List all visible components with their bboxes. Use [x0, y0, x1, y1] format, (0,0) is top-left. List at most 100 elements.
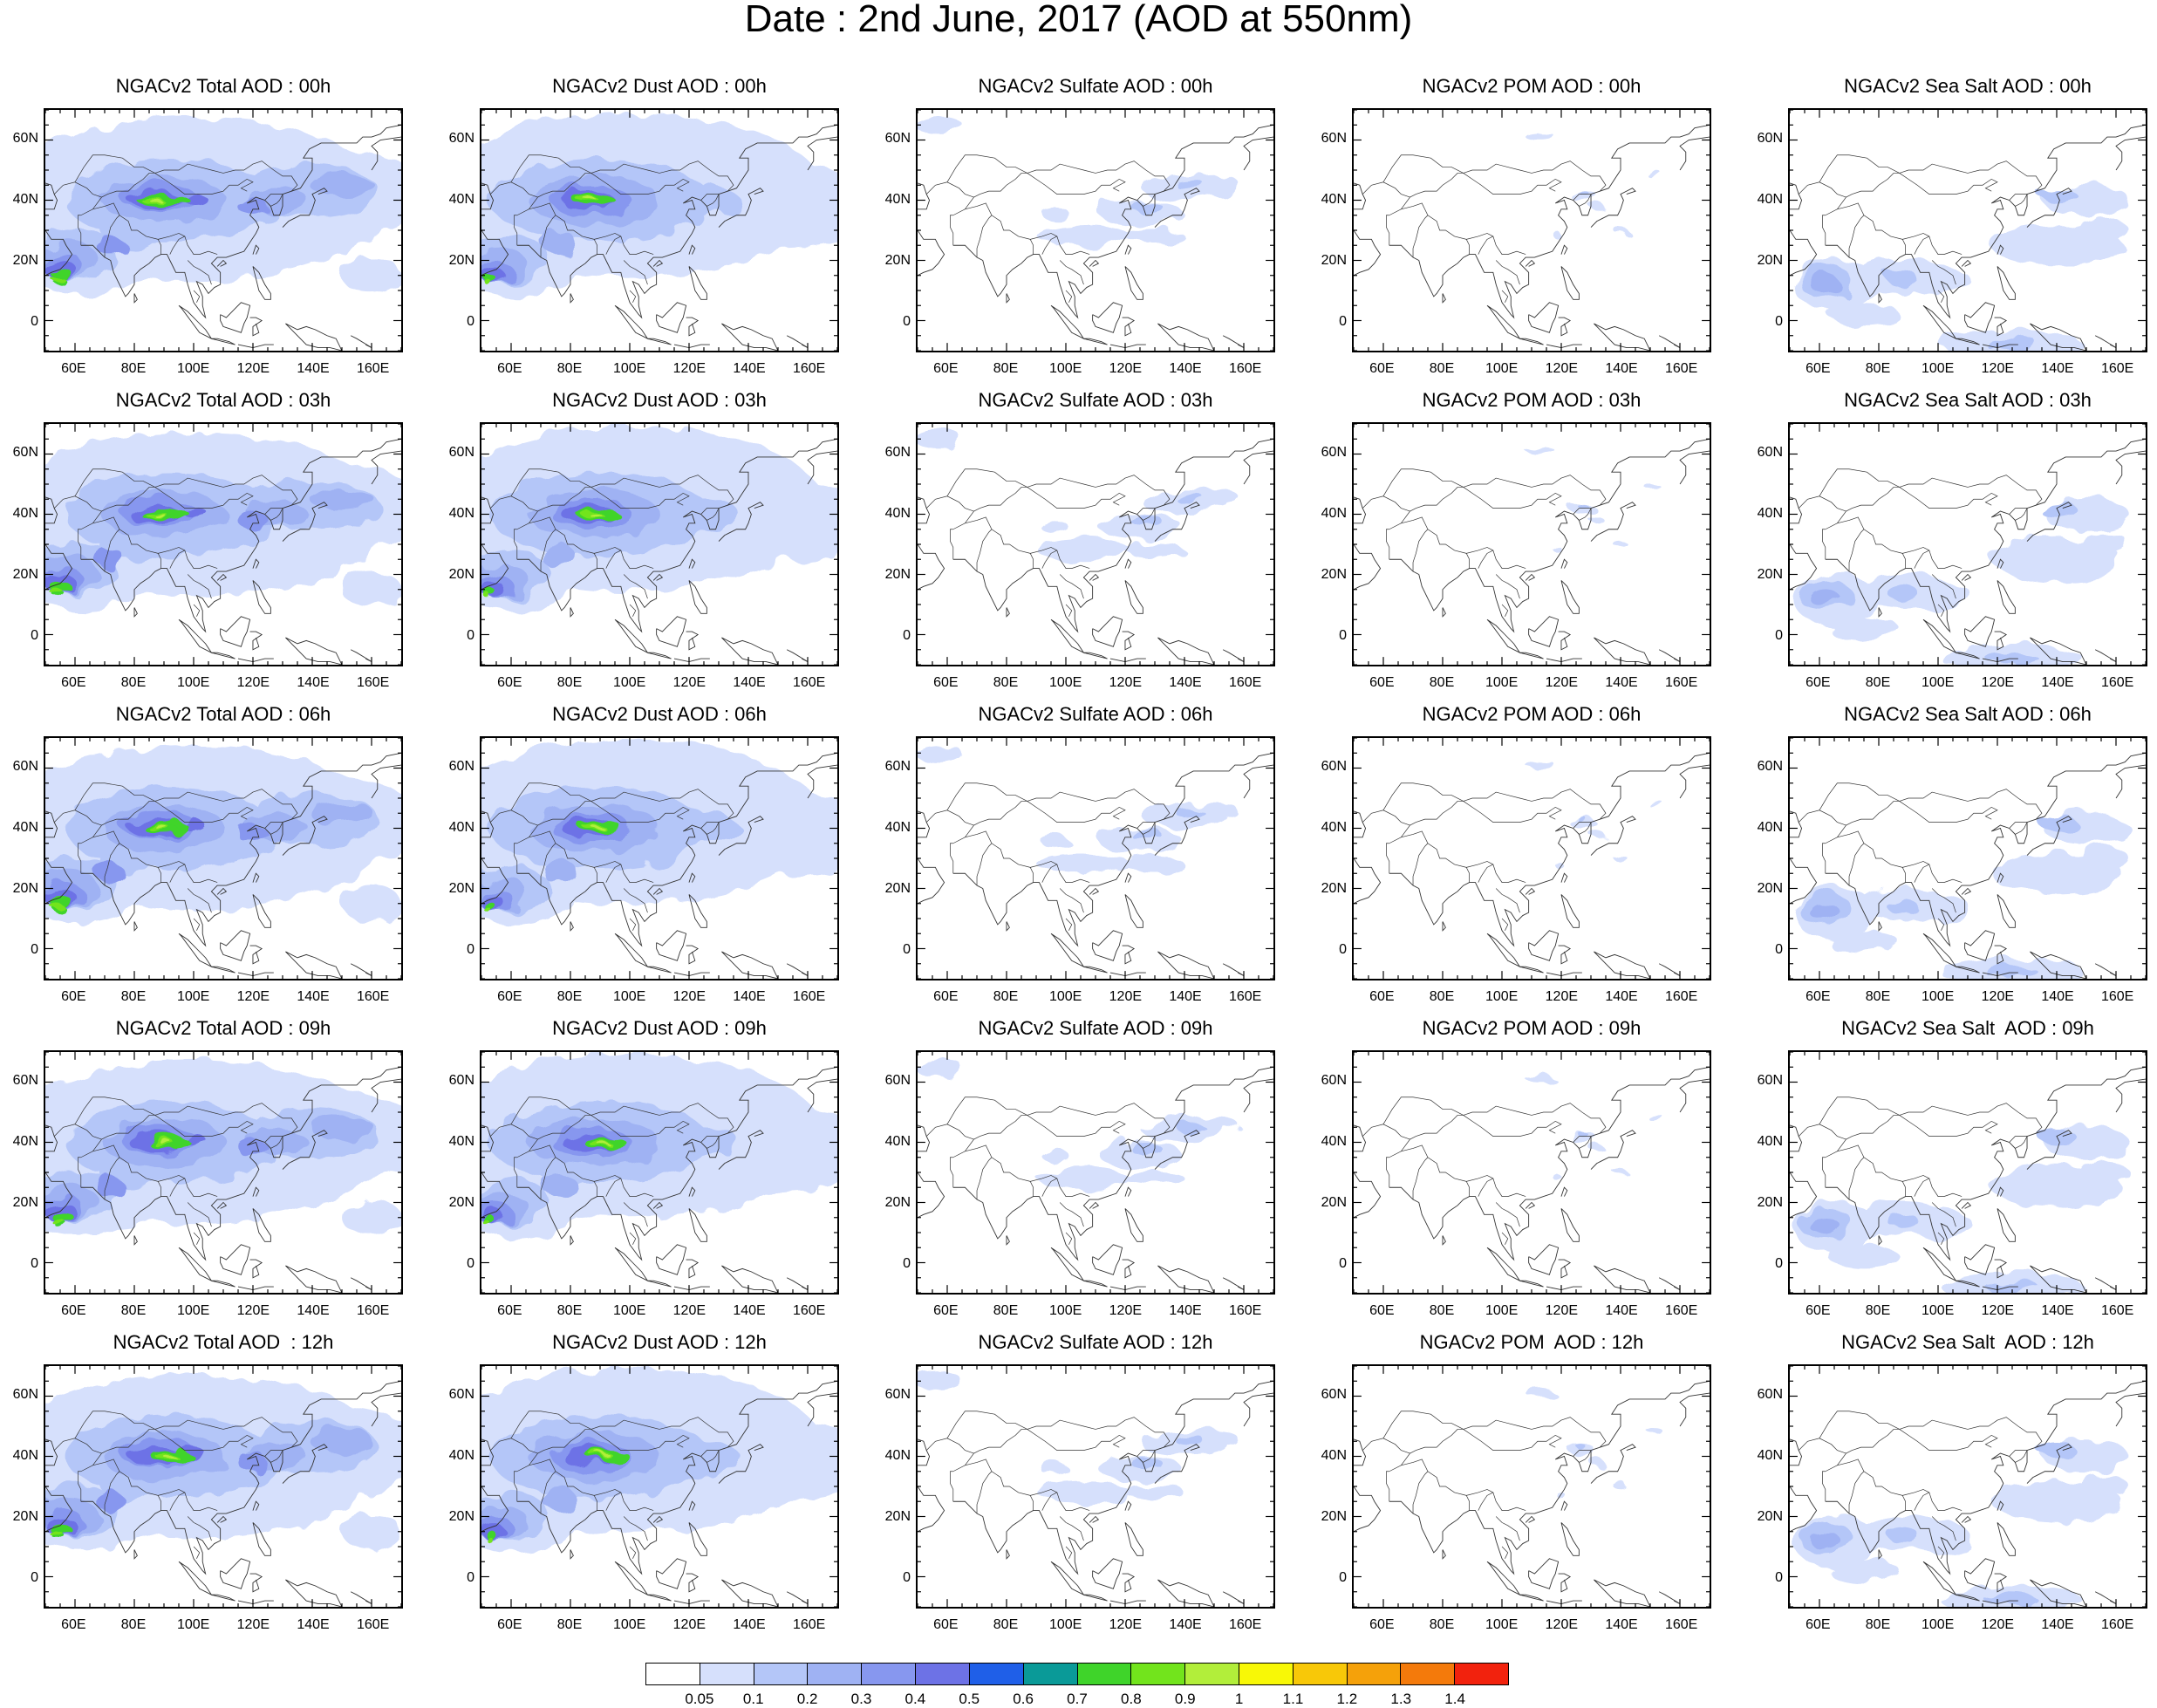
aod-contour-region — [483, 1535, 491, 1541]
colorbar-label: 0.4 — [904, 1691, 926, 1707]
longitude-label: 80E — [556, 1303, 583, 1318]
latitude-label: 40N — [1757, 820, 1783, 835]
map-area — [44, 108, 403, 352]
longitude-label: 140E — [733, 675, 766, 690]
latitude-label: 60N — [12, 445, 38, 460]
coastlines — [1354, 438, 1710, 665]
longitude-label: 60E — [933, 1617, 959, 1632]
longitude-label: 60E — [933, 361, 959, 376]
longitude-label: 120E — [672, 675, 706, 690]
map-panel: NGACv2 POM AOD : 09h 60N 40N 20N 0 60E 80E 100E… — [1321, 1017, 1711, 1318]
coastlines — [1354, 1066, 1710, 1293]
latitude-label: 0 — [903, 1256, 911, 1271]
latitude-label: 60N — [448, 445, 474, 460]
latitude-label: 0 — [1339, 1256, 1347, 1271]
latitude-label: 20N — [448, 1195, 474, 1210]
coastlines — [1354, 752, 1710, 979]
coastlines — [918, 124, 1273, 351]
aod-contour-region — [1040, 520, 1068, 532]
longitude-label: 140E — [297, 1303, 330, 1318]
map-area — [44, 1364, 403, 1609]
aod-contour-region — [1589, 516, 1604, 524]
coastlines — [45, 1380, 401, 1607]
longitude-label: 120E — [236, 675, 270, 690]
aod-map — [1790, 1366, 2146, 1607]
aod-contour-region — [2079, 219, 2129, 242]
longitude-label: 60E — [497, 361, 522, 376]
map-panel: NGACv2 Total AOD : 12h 60N 40N 20N 0 60E 80E 10… — [13, 1331, 403, 1632]
longitude-label: 160E — [1664, 675, 1698, 690]
aod-shading — [481, 1368, 837, 1554]
aod-map — [45, 738, 401, 979]
latitude-label: 40N — [1321, 506, 1347, 521]
colorbar-label: 0.2 — [796, 1691, 818, 1707]
aod-contour-region — [1887, 270, 1918, 286]
aod-contour-region — [584, 198, 597, 202]
longitude-label: 140E — [733, 989, 766, 1004]
aod-map — [918, 1366, 1273, 1607]
aod-contour-region — [1130, 200, 1163, 212]
coastlines — [45, 752, 401, 979]
longitude-label: 100E — [1921, 1617, 1955, 1632]
latitude-label: 60N — [12, 1387, 38, 1402]
latitude-label: 0 — [467, 628, 474, 643]
longitude-label: 100E — [1048, 361, 1082, 376]
aod-shading — [45, 118, 401, 296]
colorbar-swatch — [646, 1664, 700, 1684]
longitude-label: 120E — [672, 1303, 706, 1318]
longitude-label: 120E — [1981, 675, 2015, 690]
longitude-label: 120E — [1981, 989, 2015, 1004]
map-area — [480, 1364, 839, 1609]
aod-contour-region — [1589, 202, 1604, 210]
aod-map — [481, 1366, 837, 1607]
coastlines — [1790, 1380, 2146, 1607]
coastlines — [481, 1066, 837, 1293]
latitude-label: 0 — [467, 1570, 474, 1585]
axis-ticks — [1790, 1366, 2146, 1607]
longitude-label: 120E — [1109, 675, 1143, 690]
latitude-label: 0 — [1775, 628, 1783, 643]
map-panel: NGACv2 Total AOD : 09h 60N 40N 20N 0 60E 80E 10… — [13, 1017, 403, 1318]
longitude-label: 80E — [993, 1303, 1019, 1318]
colorbar-swatch — [1455, 1664, 1508, 1684]
aod-shading — [45, 1374, 401, 1552]
longitude-label: 160E — [792, 675, 826, 690]
latitude-label: 40N — [448, 506, 474, 521]
coastlines — [918, 752, 1273, 979]
latitude-label: 60N — [884, 445, 911, 460]
aod-map — [1354, 738, 1710, 979]
panel-title: NGACv2 Total AOD : 12h — [113, 1331, 334, 1353]
aod-contour-region — [342, 570, 401, 609]
aod-shading — [918, 743, 1239, 876]
longitude-label: 100E — [1048, 675, 1082, 690]
latitude-label: 20N — [12, 1509, 38, 1524]
longitude-label: 160E — [2100, 675, 2134, 690]
latitude-label: 40N — [1757, 192, 1783, 207]
aod-contour-region — [2079, 1475, 2129, 1498]
aod-contour-region — [1810, 1217, 1840, 1236]
aod-contour-region — [1040, 1462, 1068, 1474]
aod-contour-region — [1553, 1489, 1563, 1496]
latitude-label: 0 — [1339, 1570, 1347, 1585]
aod-map — [481, 738, 837, 979]
map-area — [916, 1364, 1275, 1609]
aod-contour-region — [918, 743, 962, 762]
aod-map — [1790, 1052, 2146, 1293]
aod-map — [1354, 424, 1710, 665]
aod-contour-region — [592, 826, 604, 830]
aod-contour-region — [1125, 1171, 1184, 1186]
aod-shading — [1526, 1389, 1665, 1496]
aod-contour-region — [156, 826, 168, 830]
aod-map — [918, 424, 1273, 665]
map-area — [1352, 1364, 1711, 1609]
latitude-label: 0 — [31, 628, 38, 643]
longitude-label: 80E — [120, 989, 147, 1004]
coastlines — [918, 1066, 1273, 1293]
aod-contour-region — [1613, 541, 1628, 548]
panel-title: NGACv2 Dust AOD : 03h — [552, 389, 767, 411]
longitude-label: 100E — [176, 1617, 210, 1632]
map-panel: NGACv2 Sulfate AOD : 00h 60N 40N 20N 0 60E 80E… — [885, 75, 1275, 376]
aod-contour-region — [1613, 1483, 1628, 1490]
aod-contour-region — [148, 198, 161, 202]
longitude-label: 160E — [356, 989, 390, 1004]
